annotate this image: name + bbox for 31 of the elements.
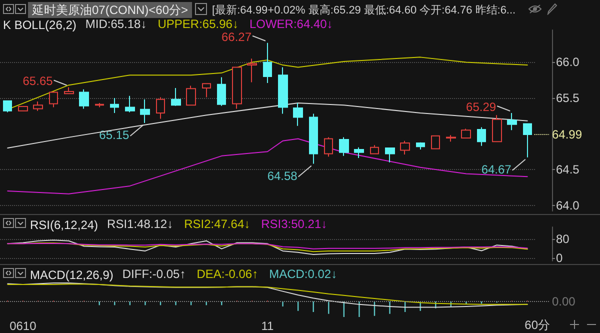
text: UPPER:65.96↓: [158, 17, 238, 31]
y-tick-label: 66.0: [556, 55, 580, 70]
chart-subtitle: [最新:64.99+0.02% 最高:65.29 最低:64.60 今开:64.76 昨结:6...: [212, 4, 516, 16]
x-tick-label: 0610: [10, 319, 37, 333]
series-label: DIFF:-0.05↑: [122, 267, 186, 281]
y-tick-label: 0: [556, 251, 563, 265]
legend-title: K BOLL(26,2): [3, 18, 76, 32]
ref-line-label: 64.99: [552, 127, 582, 142]
chart-title: 延时美原油07(CONN)<60分>: [31, 3, 188, 17]
series-label: RSI2:47.64↓: [184, 217, 250, 231]
legend-title: MACD(12,26,9): [30, 268, 114, 282]
annotation: 66.27: [221, 30, 252, 44]
series-label: MACD:0.02↓: [269, 267, 338, 281]
y-tick-label: 80: [556, 232, 570, 246]
y-tick-label: 64.5: [556, 162, 580, 177]
series-label: DEA:-0.06↑: [196, 267, 258, 281]
series-label: RSI3:50.21↓: [261, 217, 328, 231]
ref-line-label: 0.00: [552, 294, 576, 308]
legend-title: RSI(6,12,24): [30, 218, 98, 232]
y-tick-label: 64.0: [556, 198, 580, 212]
text: 60分: [524, 318, 550, 332]
series-label: RSI1:48.12↓: [107, 217, 174, 231]
text: LOWER:64.40↓: [249, 17, 333, 31]
text: MID:65.18↓: [85, 17, 147, 31]
y-tick-label: 65.5: [556, 90, 580, 105]
annotation: 65.29: [466, 100, 496, 114]
x-tick-label: 11: [261, 319, 274, 333]
annotation: 64.67: [481, 162, 512, 176]
annotation: 65.65: [22, 74, 54, 88]
annotation: 65.15: [99, 128, 130, 142]
annotation: 64.58: [267, 168, 298, 183]
